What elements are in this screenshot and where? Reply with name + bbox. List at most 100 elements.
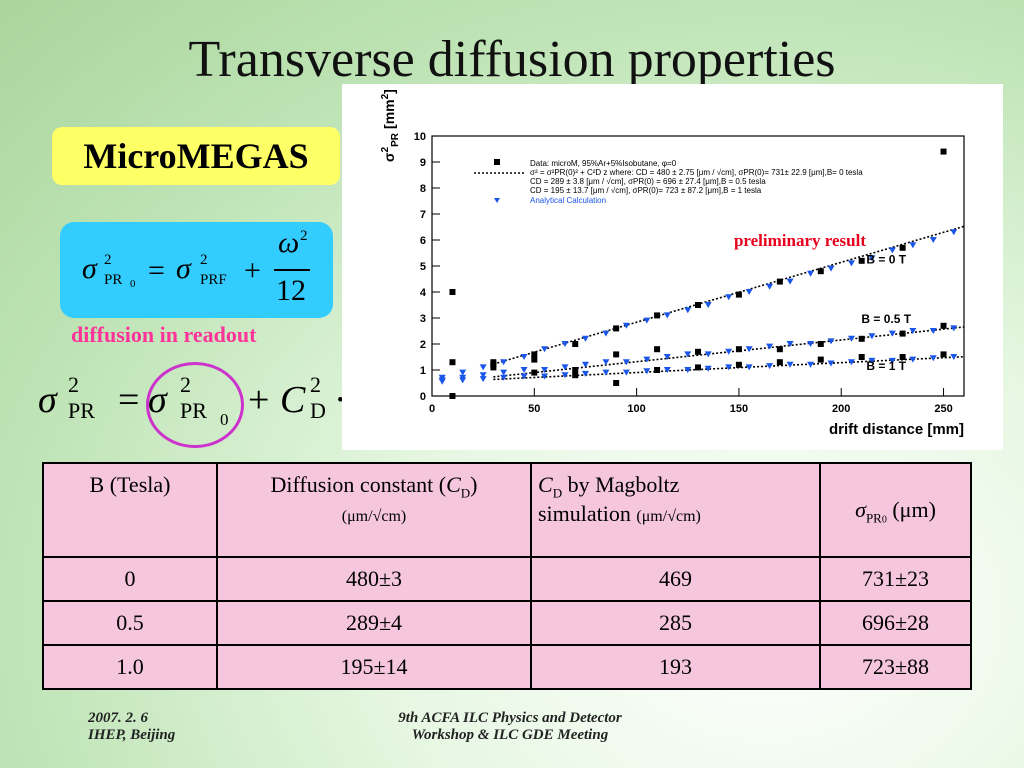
calc-point — [459, 377, 467, 384]
data-point — [940, 322, 947, 329]
y-tick-label: 5 — [420, 261, 426, 273]
calc-point — [827, 360, 835, 367]
curve-label: B = 1 T — [866, 359, 906, 373]
data-point — [817, 268, 824, 275]
calc-point — [704, 351, 712, 358]
x-tick-label: 200 — [832, 403, 850, 415]
micromegas-label: MicroMEGAS — [52, 127, 340, 185]
calc-point — [847, 335, 855, 342]
calc-point — [950, 325, 958, 332]
main-plus: + — [248, 379, 270, 421]
footer-event-line-1: 9th ACFA ILC Physics and Detector — [398, 710, 622, 726]
main-c-sub: D — [310, 398, 326, 423]
data-point — [490, 364, 497, 371]
data-point — [940, 351, 947, 358]
calc-point — [602, 369, 610, 376]
legend-line-4: CD = 195 ± 13.7 [μm / √cm], σPR(0)= 723 … — [530, 186, 762, 195]
y-axis-unit-exp: 2 — [380, 93, 391, 99]
y-tick-label: 7 — [420, 209, 426, 221]
footer-event: 9th ACFA ILC Physics and Detector Worksh… — [340, 710, 680, 744]
data-point — [735, 346, 742, 353]
table-row: 0.5 289±4 285 696±28 — [42, 600, 972, 646]
main-c-exp: 2 — [310, 372, 321, 397]
calc-point — [725, 348, 733, 355]
x-tick-label: 0 — [429, 403, 435, 415]
data-point — [735, 361, 742, 368]
calc-point — [438, 378, 446, 385]
data-point — [531, 356, 538, 363]
data-point — [531, 351, 538, 358]
data-point — [613, 351, 620, 358]
data-point — [613, 325, 620, 332]
y-axis-unit: [mm — [381, 99, 397, 129]
data-point — [572, 341, 579, 347]
data-point — [572, 367, 579, 373]
formula-exp2: 2 — [200, 252, 208, 268]
table-cell: 0 — [42, 556, 218, 602]
legend-marker-calc — [494, 198, 500, 203]
header-b: B (Tesla) — [42, 462, 218, 558]
y-tick-label: 9 — [420, 157, 426, 169]
calc-point — [541, 346, 549, 353]
fraction-bar — [274, 269, 310, 271]
calc-point — [888, 357, 896, 364]
calc-point — [745, 346, 753, 353]
data-point — [449, 289, 456, 295]
data-point — [449, 393, 456, 399]
data-point — [817, 341, 824, 347]
calc-point — [868, 255, 876, 262]
data-point — [899, 244, 906, 251]
legend-marker-data — [494, 159, 500, 165]
calc-point — [663, 312, 671, 319]
calc-point — [622, 322, 630, 329]
data-point — [858, 335, 865, 342]
table-cell: 480±3 — [216, 556, 532, 602]
table-cell: 195±14 — [216, 644, 532, 690]
legend-line-1: Data: microM, 95%Ar+5%Isobutane, φ=0 — [530, 159, 677, 168]
calc-point — [807, 270, 815, 277]
legend-line-5: Analytical Calculation — [530, 196, 606, 205]
calc-point — [725, 364, 733, 371]
main-c: C — [280, 379, 306, 421]
calc-point — [581, 361, 589, 368]
calc-point — [704, 365, 712, 372]
formula-omega-exp: 2 — [300, 228, 308, 244]
y-tick-label: 6 — [420, 235, 426, 247]
table-row: 1.0 195±14 193 723±88 — [42, 644, 972, 690]
data-point — [531, 369, 538, 376]
table-cell: 285 — [530, 600, 821, 646]
formula-sub0: 0 — [130, 278, 136, 290]
calc-point — [684, 351, 692, 358]
y-tick-label: 1 — [420, 365, 426, 377]
calc-point — [888, 247, 896, 254]
footer-date: 2007. 2. 6 IHEP, Beijing — [88, 710, 175, 744]
calc-point — [520, 354, 528, 360]
data-point — [654, 312, 661, 319]
table-cell: 193 — [530, 644, 821, 690]
calc-point — [909, 356, 917, 363]
calc-point — [929, 355, 937, 362]
y-axis-sub: PR — [390, 132, 401, 147]
calc-point — [868, 357, 876, 364]
table-row: 0 480±3 469 731±23 — [42, 556, 972, 602]
formula-plus: + — [244, 254, 261, 287]
legend-line-2: σ² = σ²PR(0)² + C²D z where: CD = 480 ± … — [530, 168, 863, 177]
main-eq: = — [118, 379, 140, 421]
main-sigma: σ — [38, 379, 57, 421]
y-axis-label: σ2PR[mm2] — [380, 89, 401, 162]
data-point — [858, 257, 865, 264]
main-exp: 2 — [68, 372, 79, 397]
calc-point — [643, 317, 651, 324]
calc-point — [561, 341, 569, 347]
calc-point — [520, 373, 528, 380]
calc-point — [581, 370, 589, 377]
calc-point — [500, 369, 508, 376]
calc-point — [459, 369, 467, 376]
calc-point — [950, 354, 958, 360]
formula-sub2: PRF — [200, 272, 227, 288]
data-point — [899, 330, 906, 337]
calc-point — [950, 229, 958, 236]
data-point — [776, 359, 783, 366]
